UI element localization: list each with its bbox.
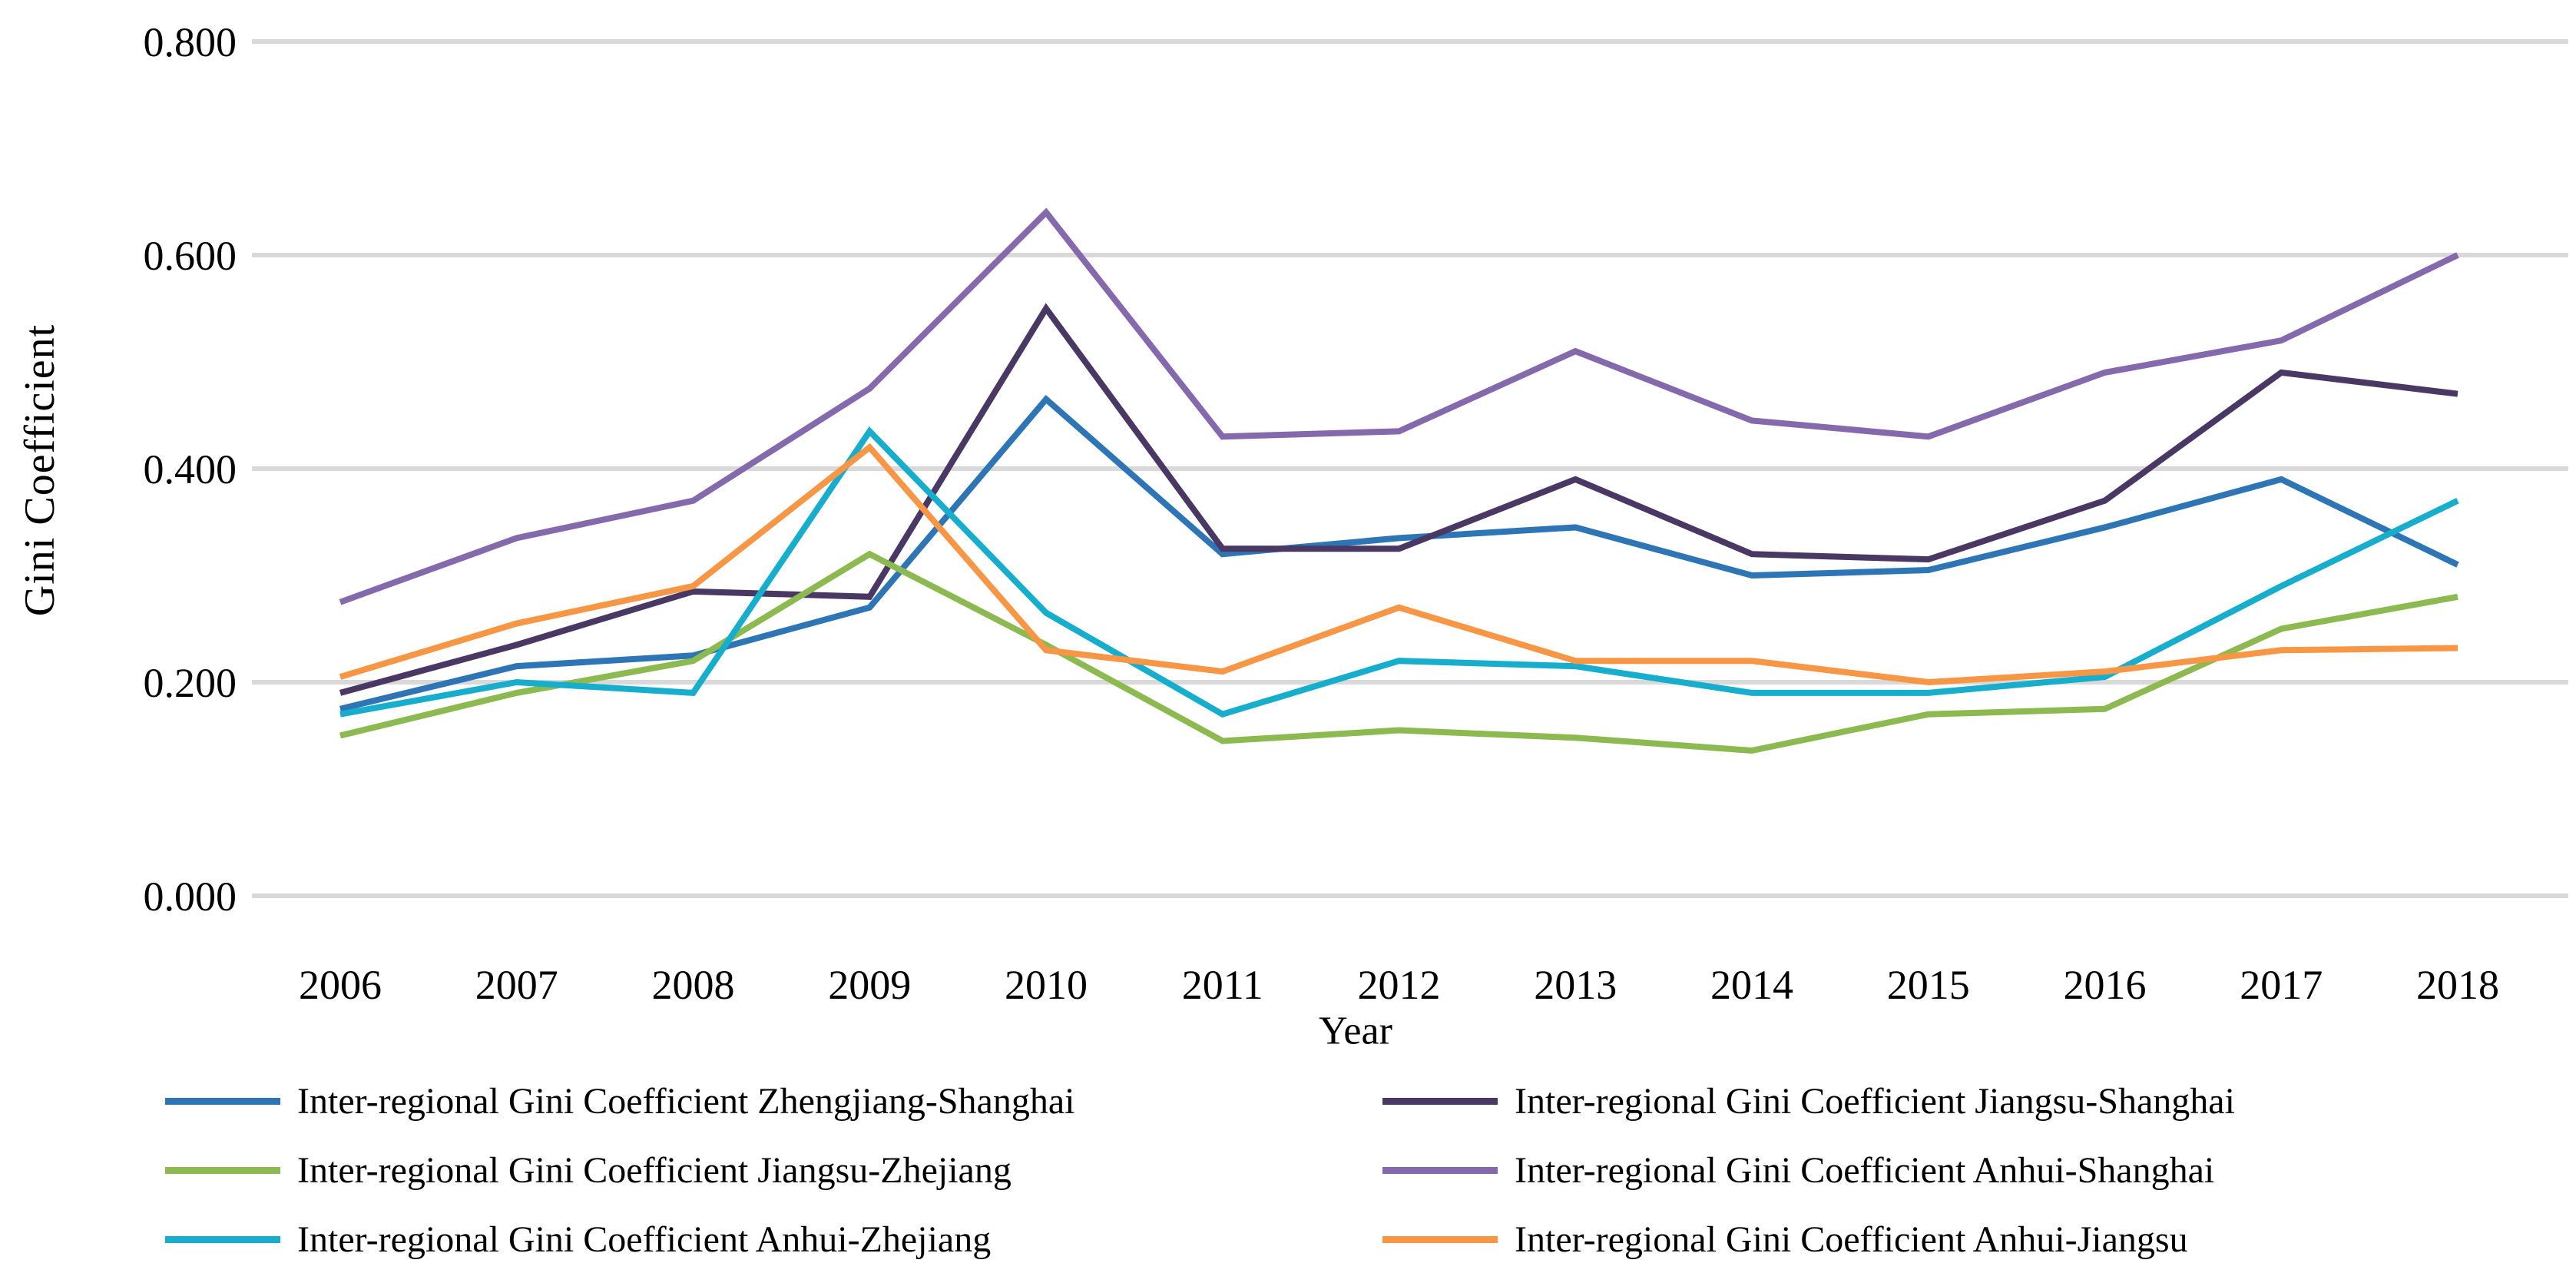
x-axis-tick-label: 2010 — [1005, 962, 1088, 1008]
y-axis-tick-label: 0.600 — [144, 233, 237, 279]
x-axis-tick-label: 2017 — [2240, 962, 2323, 1008]
legend-item: Inter-regional Gini Coefficient Anhui-Zh… — [165, 1205, 1075, 1274]
series-line — [339, 426, 2459, 718]
legend-column: Inter-regional Gini Coefficient Zhengjia… — [165, 1066, 1075, 1274]
x-axis-tick-label: 2006 — [299, 962, 382, 1008]
y-axis-tick-label: 0.400 — [144, 446, 237, 492]
legend-swatch-line — [1382, 1166, 1498, 1174]
series-line — [339, 207, 2459, 605]
series-line — [339, 303, 2458, 696]
legend-item: Inter-regional Gini Coefficient Anhui-Ji… — [1382, 1205, 2235, 1274]
series-line — [339, 394, 2459, 712]
x-axis-tick-label: 2015 — [1887, 962, 1970, 1008]
legend-label: Inter-regional Gini Coefficient Jiangsu-… — [297, 1149, 1012, 1191]
y-axis-tick-label: 0.000 — [144, 874, 237, 920]
x-axis-tick-label: 2011 — [1182, 962, 1263, 1008]
legend-swatch-line — [165, 1097, 280, 1105]
x-axis-tick-label: 2007 — [475, 962, 558, 1008]
legend-swatch-line — [1382, 1235, 1498, 1243]
legend-label: Inter-regional Gini Coefficient Anhui-Sh… — [1515, 1149, 2215, 1191]
series-line — [339, 443, 2458, 686]
x-axis-tick-label: 2013 — [1534, 962, 1617, 1008]
legend-item: Inter-regional Gini Coefficient Jiangsu-… — [1382, 1066, 2235, 1135]
legend-item: Inter-regional Gini Coefficient Anhui-Sh… — [1382, 1135, 2235, 1205]
y-axis-tick-label: 0.200 — [144, 660, 237, 706]
legend-label: Inter-regional Gini Coefficient Anhui-Zh… — [297, 1218, 992, 1260]
legend-swatch-line — [1382, 1097, 1498, 1105]
series-line — [339, 550, 2458, 754]
legend-item: Inter-regional Gini Coefficient Jiangsu-… — [165, 1135, 1075, 1205]
legend-label: Inter-regional Gini Coefficient Jiangsu-… — [1515, 1080, 2235, 1122]
legend-label: Inter-regional Gini Coefficient Zhengjia… — [297, 1080, 1075, 1122]
legend-column: Inter-regional Gini Coefficient Jiangsu-… — [1382, 1066, 2235, 1274]
legend-swatch-line — [165, 1235, 280, 1243]
x-axis-tick-label: 2012 — [1358, 962, 1441, 1008]
x-axis-tick-label: 2014 — [1710, 962, 1793, 1008]
x-axis-tick-label: 2016 — [2064, 962, 2147, 1008]
x-axis-tick-label: 2008 — [652, 962, 735, 1008]
x-axis-tick-label: 2009 — [828, 962, 911, 1008]
legend-swatch-line — [165, 1166, 280, 1174]
y-axis-tick-label: 0.800 — [144, 19, 237, 65]
legend-item: Inter-regional Gini Coefficient Zhengjia… — [165, 1066, 1075, 1135]
x-axis-tick-label: 2018 — [2416, 962, 2499, 1008]
legend-label: Inter-regional Gini Coefficient Anhui-Ji… — [1515, 1218, 2188, 1260]
x-axis-title: Year — [1319, 1009, 1392, 1053]
